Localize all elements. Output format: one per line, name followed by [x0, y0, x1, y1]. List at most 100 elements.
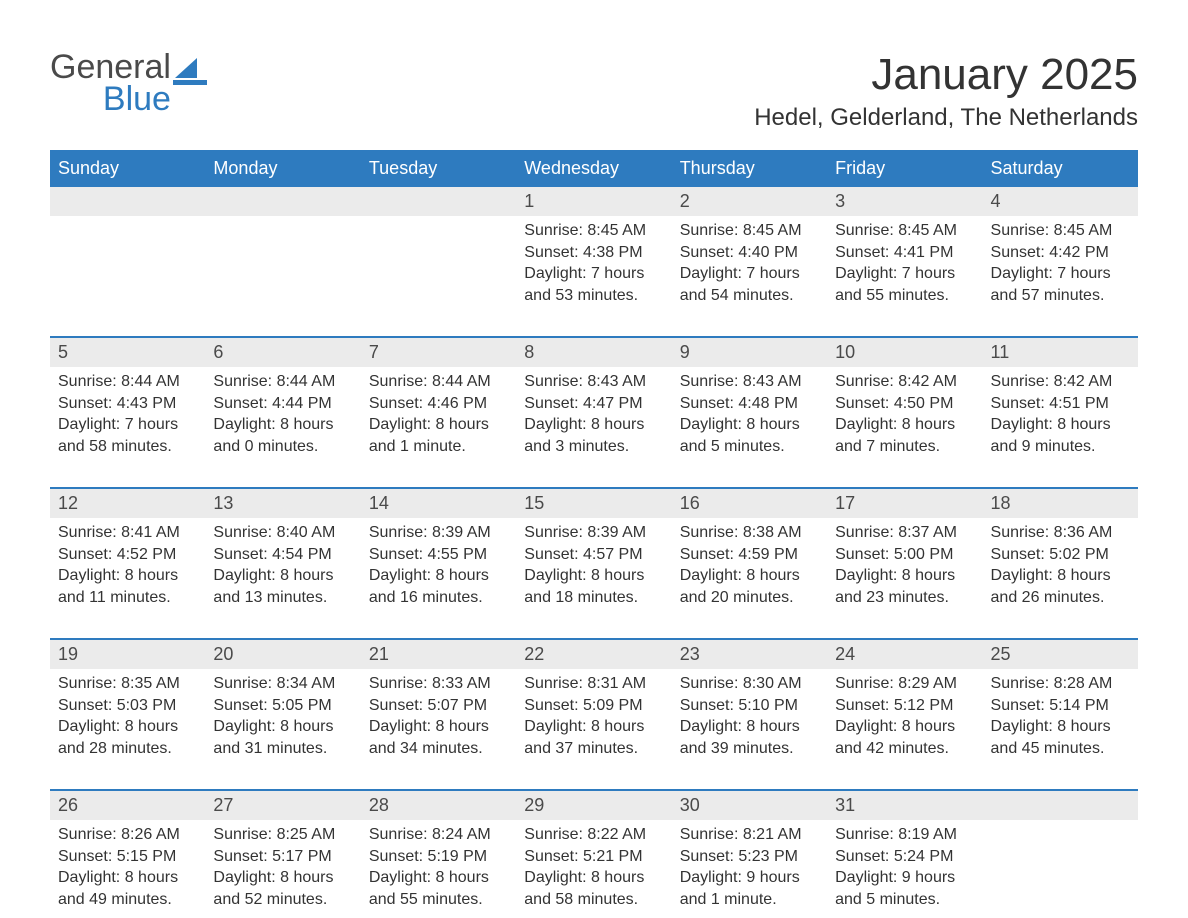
day-line: Sunset: 4:52 PM: [58, 544, 197, 566]
day-number: 4: [983, 187, 1138, 216]
day-line: Daylight: 8 hours: [680, 716, 819, 738]
day-line: and 57 minutes.: [991, 285, 1130, 307]
day-number: 11: [983, 338, 1138, 367]
sail-icon: [173, 56, 209, 91]
day-line: Sunset: 5:00 PM: [835, 544, 974, 566]
day-cell: Sunrise: 8:44 AMSunset: 4:43 PMDaylight:…: [50, 367, 205, 463]
calendar-body: 1234Sunrise: 8:45 AMSunset: 4:38 PMDayli…: [50, 187, 1138, 916]
day-line: and 3 minutes.: [524, 436, 663, 458]
day-cell: Sunrise: 8:45 AMSunset: 4:40 PMDaylight:…: [672, 216, 827, 312]
day-cell: Sunrise: 8:22 AMSunset: 5:21 PMDaylight:…: [516, 820, 671, 916]
day-line: Sunset: 4:50 PM: [835, 393, 974, 415]
day-line: Sunset: 4:57 PM: [524, 544, 663, 566]
location: Hedel, Gelderland, The Netherlands: [754, 104, 1138, 132]
day-line: Sunset: 4:59 PM: [680, 544, 819, 566]
day-line: Sunrise: 8:42 AM: [991, 371, 1130, 393]
day-line: and 52 minutes.: [213, 889, 352, 911]
day-number-row: 1234: [50, 187, 1138, 216]
day-cell: Sunrise: 8:45 AMSunset: 4:42 PMDaylight:…: [983, 216, 1138, 312]
day-line: Sunset: 4:47 PM: [524, 393, 663, 415]
day-line: Daylight: 8 hours: [680, 414, 819, 436]
day-line: Sunset: 5:19 PM: [369, 846, 508, 868]
day-line: Daylight: 8 hours: [524, 867, 663, 889]
day-cell: Sunrise: 8:42 AMSunset: 4:51 PMDaylight:…: [983, 367, 1138, 463]
day-cell: Sunrise: 8:33 AMSunset: 5:07 PMDaylight:…: [361, 669, 516, 765]
day-line: Sunrise: 8:40 AM: [213, 522, 352, 544]
day-cell: Sunrise: 8:29 AMSunset: 5:12 PMDaylight:…: [827, 669, 982, 765]
day-line: Sunrise: 8:33 AM: [369, 673, 508, 695]
day-cell: [50, 216, 205, 312]
day-number: 14: [361, 489, 516, 518]
day-cell: Sunrise: 8:31 AMSunset: 5:09 PMDaylight:…: [516, 669, 671, 765]
day-line: and 26 minutes.: [991, 587, 1130, 609]
day-line: Daylight: 8 hours: [58, 565, 197, 587]
day-line: Daylight: 8 hours: [213, 867, 352, 889]
day-line: Daylight: 8 hours: [369, 716, 508, 738]
day-line: Sunset: 4:42 PM: [991, 242, 1130, 264]
day-line: Sunset: 5:24 PM: [835, 846, 974, 868]
day-header: Saturday: [983, 150, 1138, 187]
day-cell: Sunrise: 8:30 AMSunset: 5:10 PMDaylight:…: [672, 669, 827, 765]
day-line: Sunset: 4:38 PM: [524, 242, 663, 264]
day-line: Sunset: 5:23 PM: [680, 846, 819, 868]
calendar-week: 567891011Sunrise: 8:44 AMSunset: 4:43 PM…: [50, 336, 1138, 463]
day-number: [361, 187, 516, 216]
day-number: 17: [827, 489, 982, 518]
day-line: Daylight: 7 hours: [835, 263, 974, 285]
day-line: Daylight: 8 hours: [58, 716, 197, 738]
day-cell: Sunrise: 8:44 AMSunset: 4:46 PMDaylight:…: [361, 367, 516, 463]
day-line: and 0 minutes.: [213, 436, 352, 458]
day-line: Sunset: 5:21 PM: [524, 846, 663, 868]
day-line: Sunrise: 8:39 AM: [524, 522, 663, 544]
day-cell: [205, 216, 360, 312]
day-line: and 58 minutes.: [524, 889, 663, 911]
day-cell: Sunrise: 8:42 AMSunset: 4:50 PMDaylight:…: [827, 367, 982, 463]
day-line: Daylight: 9 hours: [835, 867, 974, 889]
day-header: Friday: [827, 150, 982, 187]
day-line: Sunset: 5:12 PM: [835, 695, 974, 717]
day-line: and 7 minutes.: [835, 436, 974, 458]
day-line: Sunrise: 8:44 AM: [58, 371, 197, 393]
day-line: Sunrise: 8:37 AM: [835, 522, 974, 544]
day-line: and 5 minutes.: [835, 889, 974, 911]
day-cell: Sunrise: 8:26 AMSunset: 5:15 PMDaylight:…: [50, 820, 205, 916]
day-number-row: 19202122232425: [50, 640, 1138, 669]
day-cell: Sunrise: 8:39 AMSunset: 4:55 PMDaylight:…: [361, 518, 516, 614]
day-line: Sunrise: 8:45 AM: [524, 220, 663, 242]
calendar-week: 12131415161718Sunrise: 8:41 AMSunset: 4:…: [50, 487, 1138, 614]
day-line: Daylight: 8 hours: [991, 716, 1130, 738]
day-cell: Sunrise: 8:44 AMSunset: 4:44 PMDaylight:…: [205, 367, 360, 463]
day-number: 30: [672, 791, 827, 820]
day-line: and 34 minutes.: [369, 738, 508, 760]
day-number: 21: [361, 640, 516, 669]
day-number: 13: [205, 489, 360, 518]
day-header: Thursday: [672, 150, 827, 187]
day-cell: Sunrise: 8:36 AMSunset: 5:02 PMDaylight:…: [983, 518, 1138, 614]
day-number: 9: [672, 338, 827, 367]
day-line: Daylight: 8 hours: [213, 716, 352, 738]
day-line: and 9 minutes.: [991, 436, 1130, 458]
day-line: and 31 minutes.: [213, 738, 352, 760]
day-line: Daylight: 7 hours: [524, 263, 663, 285]
day-line: Sunrise: 8:24 AM: [369, 824, 508, 846]
day-number: 26: [50, 791, 205, 820]
day-number: 31: [827, 791, 982, 820]
day-number-row: 12131415161718: [50, 489, 1138, 518]
day-number: [983, 791, 1138, 820]
day-line: Sunrise: 8:29 AM: [835, 673, 974, 695]
day-number: 18: [983, 489, 1138, 518]
day-content-row: Sunrise: 8:44 AMSunset: 4:43 PMDaylight:…: [50, 367, 1138, 463]
day-line: Sunrise: 8:36 AM: [991, 522, 1130, 544]
day-line: and 16 minutes.: [369, 587, 508, 609]
day-line: Sunset: 5:05 PM: [213, 695, 352, 717]
day-line: Daylight: 8 hours: [835, 565, 974, 587]
day-line: Sunset: 5:09 PM: [524, 695, 663, 717]
day-line: Daylight: 8 hours: [213, 565, 352, 587]
day-cell: [983, 820, 1138, 916]
day-line: Daylight: 8 hours: [369, 565, 508, 587]
day-line: Sunset: 5:17 PM: [213, 846, 352, 868]
day-line: and 37 minutes.: [524, 738, 663, 760]
day-line: Sunrise: 8:43 AM: [524, 371, 663, 393]
title-block: January 2025 Hedel, Gelderland, The Neth…: [754, 50, 1138, 132]
day-line: and 58 minutes.: [58, 436, 197, 458]
